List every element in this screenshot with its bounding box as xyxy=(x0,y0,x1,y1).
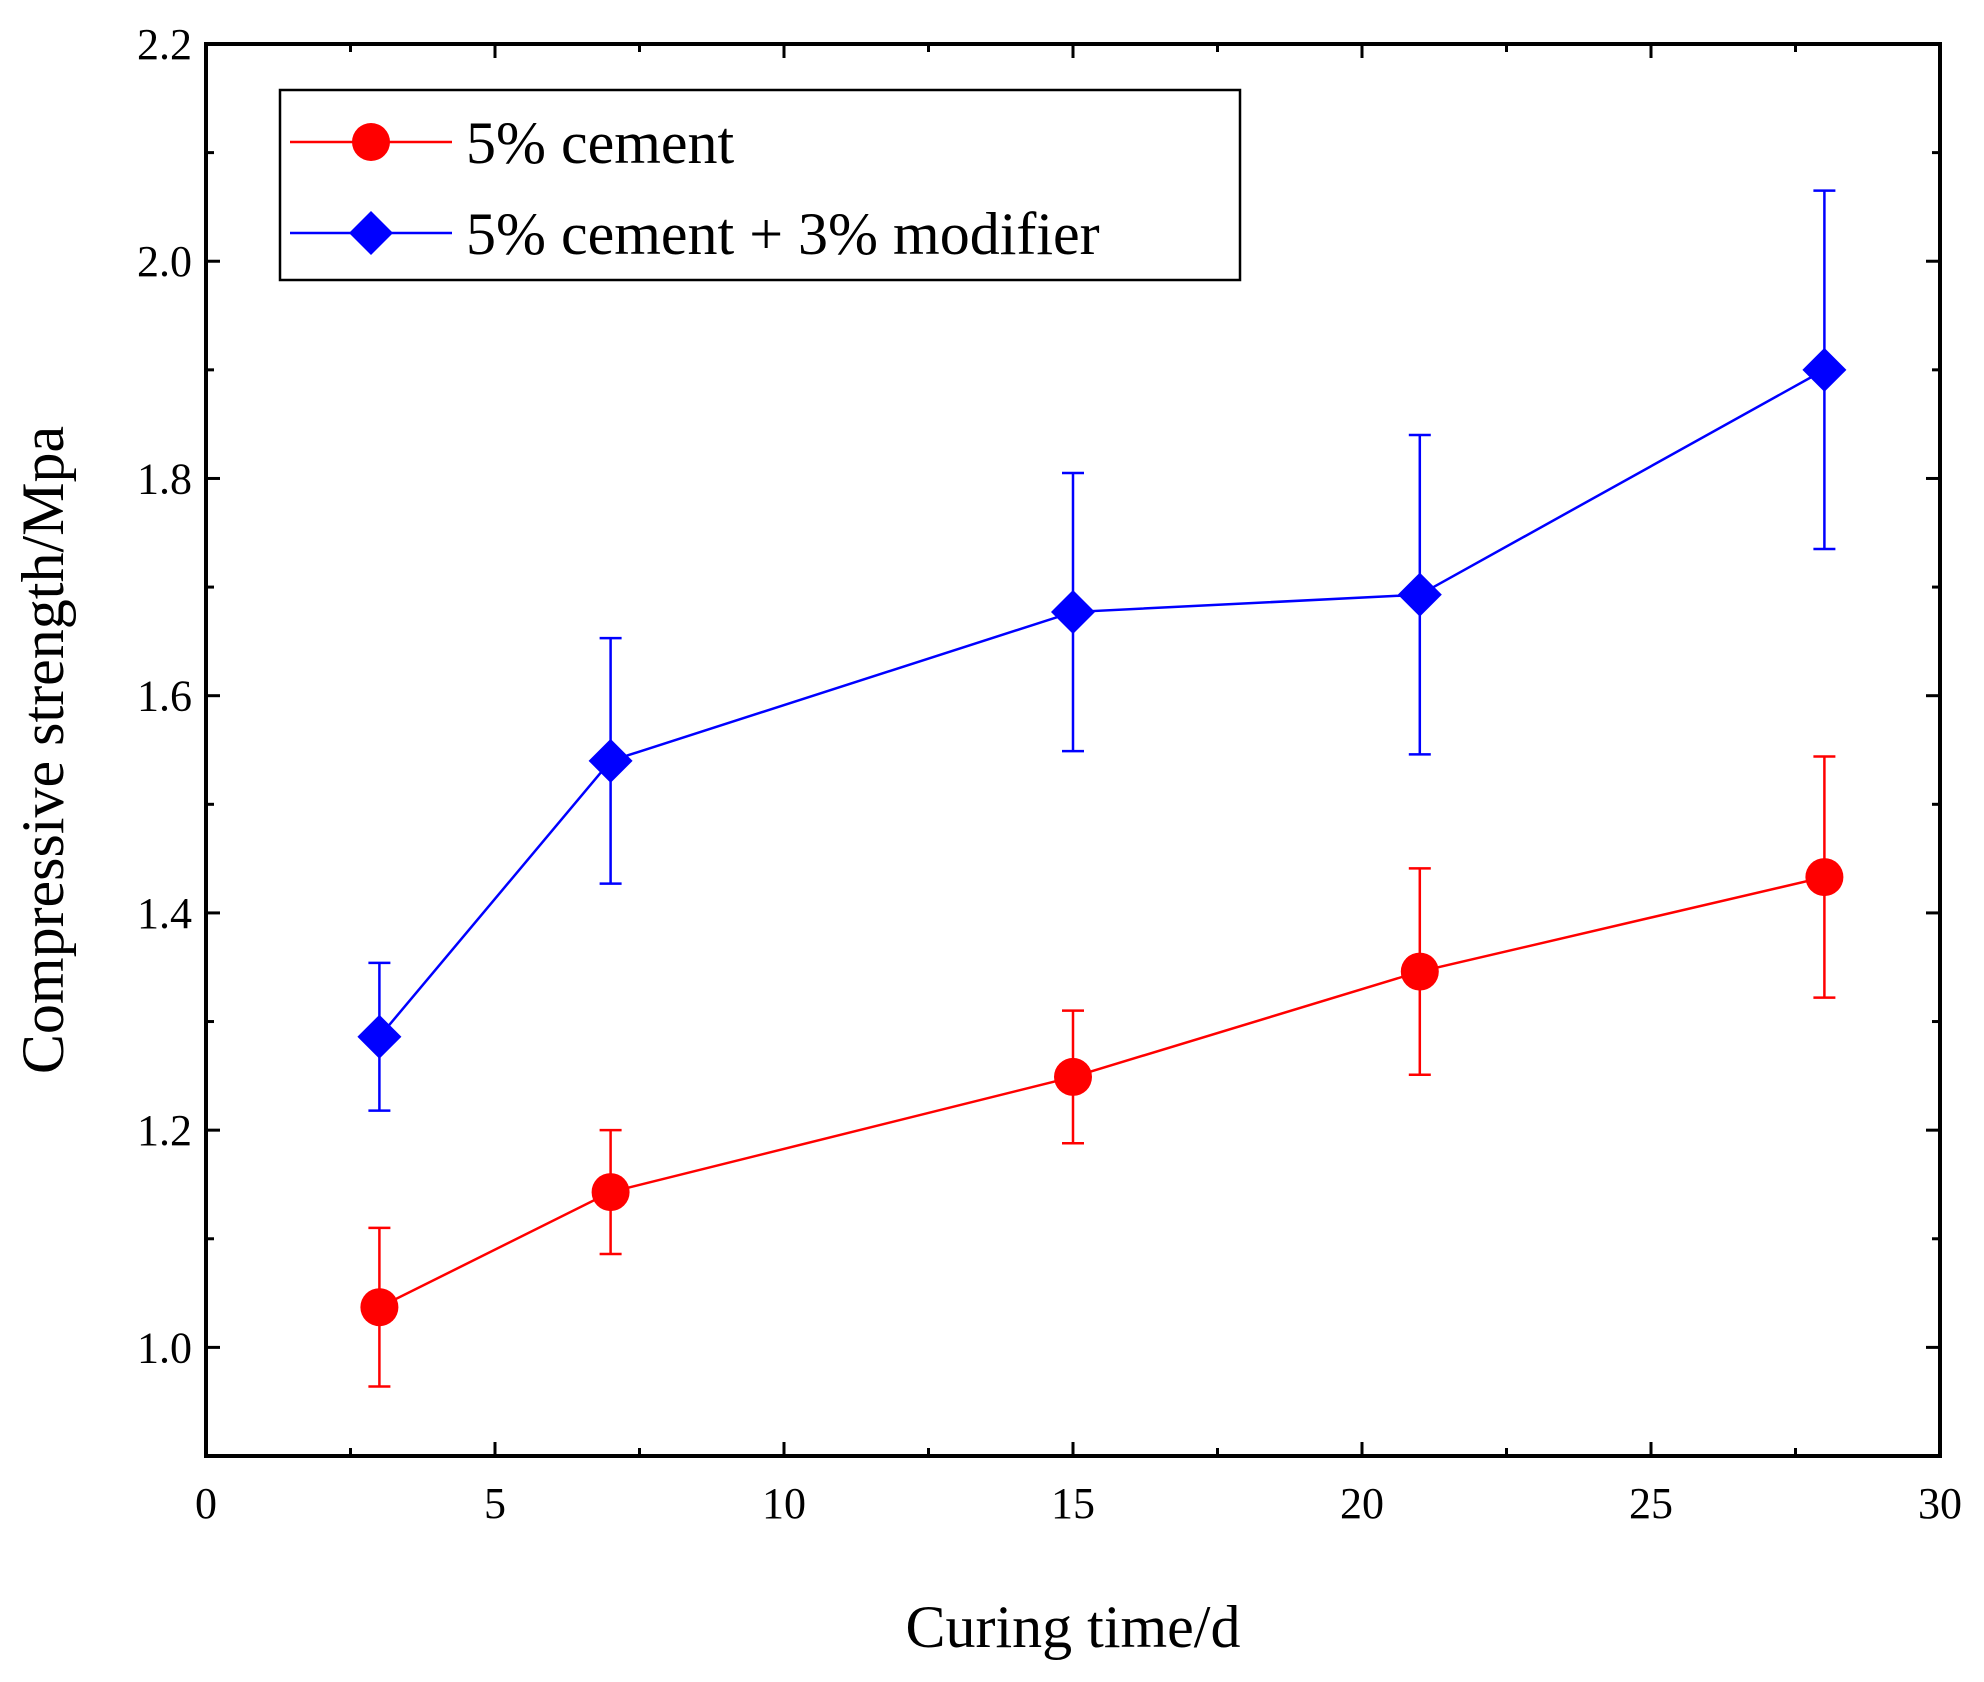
y-tick-label: 1.0 xyxy=(137,1323,192,1372)
legend-label-modifier: 5% cement + 3% modifier xyxy=(466,201,1100,267)
y-tick-label: 1.6 xyxy=(137,672,192,721)
data-point xyxy=(1397,572,1442,617)
data-point xyxy=(588,738,633,783)
data-point xyxy=(591,1173,630,1212)
series-layer xyxy=(357,189,1847,1388)
axes-layer: 0 5 10 15 20 25 30 1.0 1.2 1.4 1.6 1.8 2.0 2.2 xyxy=(137,20,1962,1528)
legend-label-cement: 5% cement xyxy=(466,110,735,176)
data-point xyxy=(357,1014,402,1059)
data-point xyxy=(1805,858,1844,897)
y-axis-title: Compressive strength/Mpa xyxy=(10,426,76,1074)
y-tick-label: 1.4 xyxy=(137,889,192,938)
x-tick-label: 5 xyxy=(484,1479,506,1528)
x-axis-title: Curing time/d xyxy=(906,1594,1241,1660)
series-line xyxy=(378,875,1825,1309)
legend-marker-modifier xyxy=(349,211,393,255)
legend-box xyxy=(278,88,1242,282)
x-tick-label: 10 xyxy=(762,1479,806,1528)
series-line xyxy=(378,368,1826,1038)
data-point xyxy=(1051,590,1095,635)
data-point xyxy=(1802,347,1847,392)
data-point xyxy=(1054,1057,1092,1096)
x-tick-label: 15 xyxy=(1051,1479,1095,1528)
y-tick-label: 2.0 xyxy=(137,237,192,286)
y-tick-label: 1.8 xyxy=(137,454,192,503)
y-tick-label: 1.2 xyxy=(137,1106,192,1155)
data-point xyxy=(1400,952,1439,991)
series-cement xyxy=(360,755,1844,1388)
legend-marker-cement xyxy=(352,123,390,161)
x-tick-label: 20 xyxy=(1340,1479,1384,1528)
x-tick-label: 25 xyxy=(1629,1479,1673,1528)
y-tick-label: 2.2 xyxy=(137,20,192,69)
series-cement-modifier xyxy=(357,189,1847,1112)
legend: 5% cement 5% cement + 3% modifier xyxy=(278,88,1242,282)
data-point xyxy=(360,1288,399,1327)
x-tick-label: 0 xyxy=(195,1479,217,1528)
x-tick-label: 30 xyxy=(1918,1479,1962,1528)
